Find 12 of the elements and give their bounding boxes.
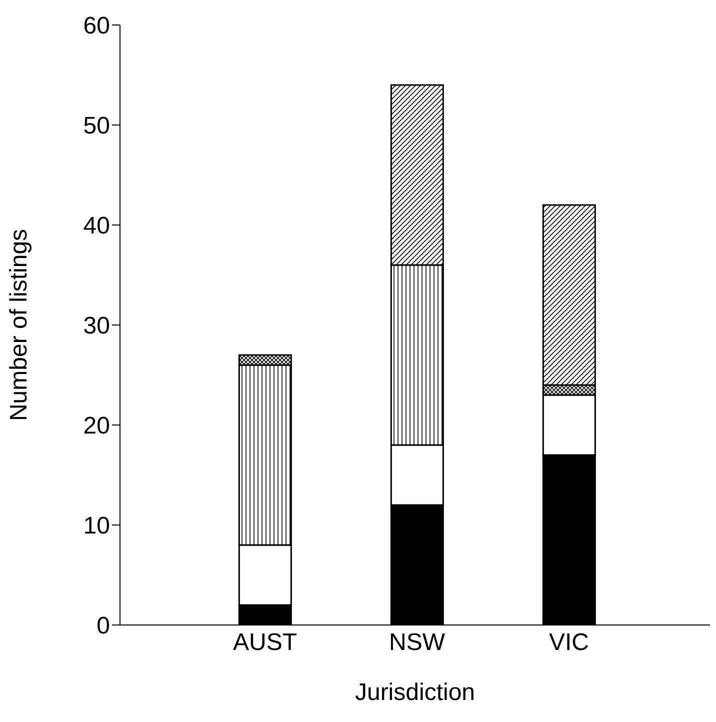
y-tick-label: 10 <box>83 512 110 540</box>
y-tick-label: 60 <box>83 12 110 40</box>
x-tick-label: AUST <box>232 629 298 656</box>
y-tick-label: 40 <box>83 212 110 240</box>
y-tick-label: 30 <box>83 312 110 340</box>
x-tick-label: VIC <box>548 629 590 656</box>
y-tick-label: 50 <box>83 112 110 140</box>
x-tick-label: NSW <box>389 629 446 656</box>
y-tick-label: 20 <box>83 412 110 440</box>
y-tick-label: 0 <box>96 612 110 640</box>
y-axis-title: Number of listings <box>6 228 33 422</box>
x-axis-title: Jurisdiction <box>354 679 476 706</box>
